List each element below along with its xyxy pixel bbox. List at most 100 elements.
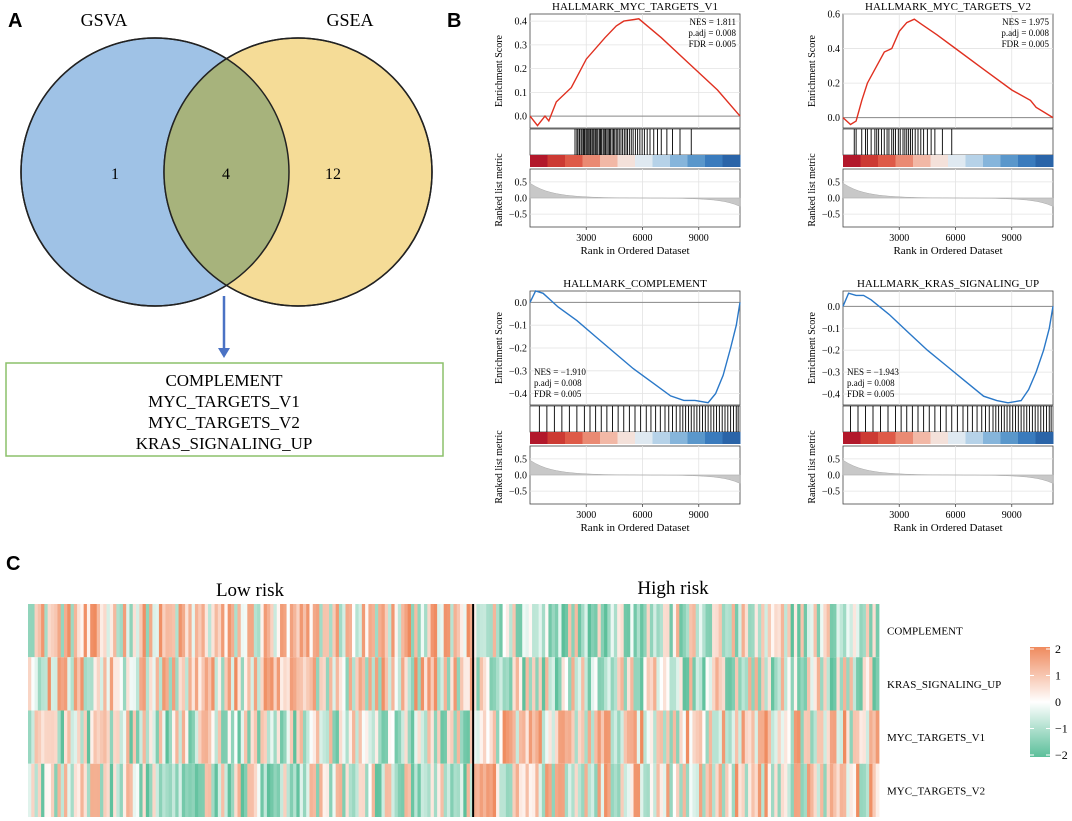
rank-color-segment [1018,432,1036,444]
heatmap-cell [748,657,752,711]
heatmap-cell [689,710,693,764]
heatmap-cell [54,604,58,658]
heatmap-cell [784,604,788,658]
stat-label: p.adj = 0.008 [1001,28,1049,38]
heatmap-cell [672,763,677,817]
heatmap-cell [581,657,585,711]
rank-color-segment [652,155,671,167]
heatmap-cell [433,763,438,817]
heatmap-cell [64,604,68,658]
heatmap-cell [584,657,589,711]
heatmap-cell [260,710,265,764]
heatmap-cell [649,763,654,817]
heatmap-cell [312,604,317,658]
heatmap-cell [93,763,98,817]
heatmap-cell [80,657,85,711]
heatmap-cell [80,710,85,764]
rank-color-segment [600,432,618,444]
heatmap-cell [103,710,107,764]
heatmap-cell [669,604,674,658]
heatmap-cell [64,657,68,711]
heatmap-cell [283,710,287,764]
heatmap-cell [165,604,170,658]
heatmap-cell [803,604,808,658]
heatmap-cell [129,710,134,764]
heatmap-cell [198,763,202,817]
heatmap-cell [50,710,55,764]
heatmap-cell [551,763,556,817]
heatmap-cell [355,710,359,764]
heatmap-cell [541,710,546,764]
heatmap-cell [244,604,248,658]
heatmap-cell [404,604,409,658]
heatmap-cell [165,657,170,711]
heatmap-cell [443,657,448,711]
heatmap-cell [800,604,805,658]
heatmap-cell [499,604,503,658]
rank-color-segment [1035,432,1054,444]
heatmap-cell [502,657,507,711]
plot-title: HALLMARK_KRAS_SIGNALING_UP [857,278,1039,290]
heatmap-cell [172,657,176,711]
stat-label: FDR = 0.005 [689,39,737,49]
heatmap-cell [162,604,166,658]
heatmap-cell [613,604,618,658]
stat-label: NES = 1.811 [690,17,737,27]
heatmap-cell [643,657,648,711]
heatmap-cell [178,657,183,711]
heatmap-cell [168,657,173,711]
heatmap-cell [329,657,333,711]
heatmap-cell [630,763,634,817]
heatmap-cell [512,763,517,817]
rank-color-segment [878,155,896,167]
heatmap-cell [479,657,484,711]
heatmap-cell [54,710,58,764]
heatmap-cell [826,657,831,711]
heatmap-cell [37,604,42,658]
heatmap-cell [463,657,467,711]
heatmap-cell [587,710,592,764]
heatmap-cell [417,657,422,711]
heatmap-cell [31,604,35,658]
heatmap-cell [198,604,202,658]
heatmap-cell [217,763,222,817]
heatmap-cell [852,657,857,711]
heatmap-cell [676,710,680,764]
heatmap-cell [725,710,729,764]
stat-label: NES = −1.910 [534,367,586,377]
heatmap-cell [96,657,101,711]
gsea-plot: HALLMARK_COMPLEMENT 0.0 −0.1 −0.2 −0.3 −0.4 NE… [494,278,741,534]
gsea-plot: HALLMARK_MYC_TARGETS_V2 0.6 0.4 0.2 0.0 NES =… [807,1,1054,257]
heatmap-cell [744,604,749,658]
heatmap-cell [610,657,615,711]
heatmap-cell [607,763,611,817]
heatmap-cell [185,763,189,817]
heatmap-cell [270,657,274,711]
heatmap-cell [843,763,847,817]
heatmap-cell [437,763,441,817]
heatmap-cell [329,710,333,764]
heatmap-cell [420,604,425,658]
heatmap-cell [306,763,310,817]
heatmap-cell [306,604,310,658]
heatmap-cell [705,763,710,817]
heatmap-cell [204,763,209,817]
heatmap-cell [185,710,189,764]
heatmap-cell [849,710,854,764]
stat-label: p.adj = 0.008 [847,378,895,388]
heatmap-cell [581,604,585,658]
heatmap-cell [283,657,287,711]
heatmap-cell [289,763,294,817]
heatmap-cell [872,604,877,658]
heatmap-cell [820,763,824,817]
heatmap-cell [541,604,546,658]
heatmap-cell [433,657,438,711]
heatmap-cell [561,763,566,817]
heatmap-cell [44,604,49,658]
heatmap-cell [613,710,618,764]
heatmap-cell [358,604,363,658]
heatmap-cell [604,657,608,711]
x-tick-label: 6000 [633,233,653,244]
heatmap-cell [646,604,651,658]
heatmap-cell [839,710,844,764]
